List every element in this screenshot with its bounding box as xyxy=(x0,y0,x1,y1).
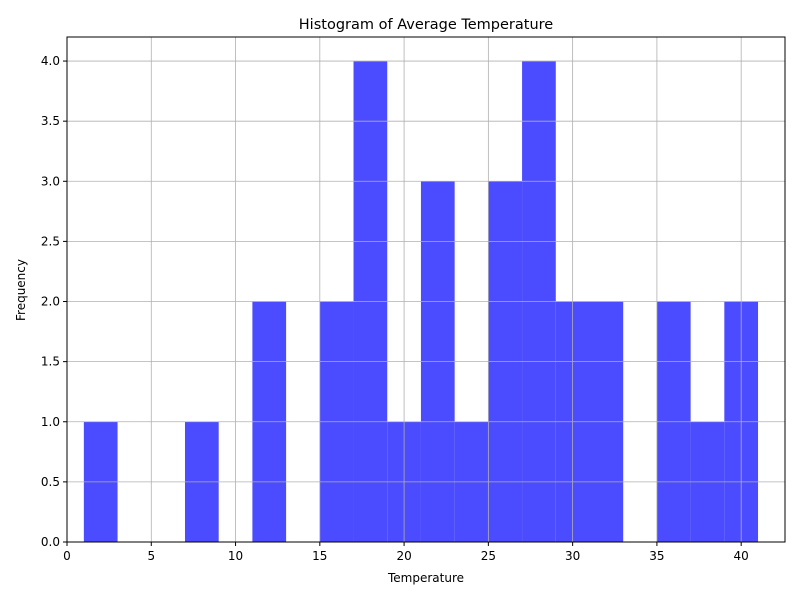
x-tick-label: 20 xyxy=(396,549,411,563)
y-tick-label: 2.0 xyxy=(41,295,60,309)
x-tick-label: 10 xyxy=(228,549,243,563)
x-axis-label: Temperature xyxy=(387,571,464,585)
y-axis-ticks: 0.0 0.5 1.0 1.5 2.0 2.5 3.0 3.5 4.0 xyxy=(41,54,67,549)
x-tick-label: 30 xyxy=(565,549,580,563)
x-tick-label: 5 xyxy=(147,549,155,563)
y-tick-label: 4.0 xyxy=(41,54,60,68)
y-tick-label: 3.5 xyxy=(41,114,60,128)
y-tick-label: 0.5 xyxy=(41,475,60,489)
x-tick-label: 15 xyxy=(312,549,327,563)
x-tick-label: 0 xyxy=(63,549,71,563)
y-axis-label: Frequency xyxy=(14,259,28,321)
plot-area-frame xyxy=(66,36,786,543)
x-tick-label: 35 xyxy=(649,549,664,563)
y-tick-label: 1.0 xyxy=(41,415,60,429)
y-tick-label: 0.0 xyxy=(41,535,60,549)
x-tick-label: 40 xyxy=(734,549,749,563)
y-tick-label: 2.5 xyxy=(41,234,60,248)
x-axis-ticks: 0 5 10 15 20 25 30 35 40 xyxy=(63,542,749,563)
y-tick-label: 3.0 xyxy=(41,174,60,188)
grid xyxy=(66,37,785,543)
chart-title: Histogram of Average Temperature xyxy=(299,17,553,33)
y-tick-label: 1.5 xyxy=(41,355,60,369)
x-tick-label: 25 xyxy=(481,549,496,563)
